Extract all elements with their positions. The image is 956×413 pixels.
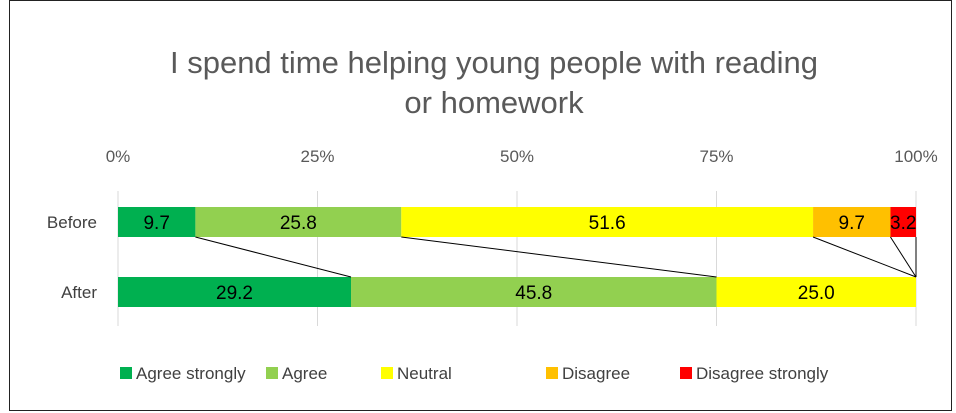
category-label: After [61,283,97,302]
legend-item: Neutral [381,364,452,383]
connector-line [812,236,917,278]
x-tick-label: 0% [106,147,131,166]
data-label: 45.8 [515,283,552,304]
data-label: 9.7 [839,213,865,234]
legend-label: Disagree strongly [696,364,829,383]
x-axis-tick-labels: 0% 25% 50% 75% 100% [106,147,938,166]
chart-title: I spend time helping young people with r… [170,45,818,120]
data-label: 25.0 [798,283,835,304]
bar-segment [195,207,402,237]
chart-title-line-1: I spend time helping young people with r… [170,45,818,80]
category-labels: Before After [47,213,97,302]
data-label: 3.2 [890,213,916,234]
x-tick-label: 25% [300,147,334,166]
x-tick-label: 50% [500,147,534,166]
bars [118,207,916,307]
x-tick-label: 75% [699,147,733,166]
x-tick-label: 100% [894,147,937,166]
bar-segment [716,277,916,307]
legend-swatch [680,367,692,379]
data-label: 29.2 [216,283,253,304]
data-label: 51.6 [589,213,626,234]
legend-label: Disagree [562,364,630,383]
connector-line [401,236,717,278]
bar-segment [118,277,352,307]
legend-swatch [266,367,278,379]
chart-frame: I spend time helping young people with r… [9,0,952,411]
bar-segment [813,207,891,237]
series-connector-lines [195,236,917,278]
legend-item: Disagree strongly [680,364,829,383]
chart-title-line-2: or homework [404,85,584,120]
chart: I spend time helping young people with r… [47,45,938,383]
bar-segment [890,207,916,237]
bar-segment [118,207,196,237]
legend-item: Disagree [546,364,630,383]
bar-segment [351,277,717,307]
legend-swatch [546,367,558,379]
legend-item: Agree strongly [120,364,246,383]
data-labels: 9.7 25.8 51.6 9.7 3.2 29.2 45.8 25.0 [143,213,916,304]
legend-item: Agree [266,364,327,383]
connector-line [195,236,352,278]
legend: Agree strongly Agree Neutral Disagree Disagr… [120,364,829,383]
legend-label: Agree [282,364,327,383]
category-label: Before [47,213,97,232]
data-label: 9.7 [143,213,169,234]
legend-swatch [120,367,132,379]
bar-segment [401,207,814,237]
legend-label: Neutral [397,364,452,383]
legend-label: Agree strongly [136,364,246,383]
connector-line [890,236,917,278]
data-label: 25.8 [280,213,317,234]
legend-swatch [381,367,393,379]
